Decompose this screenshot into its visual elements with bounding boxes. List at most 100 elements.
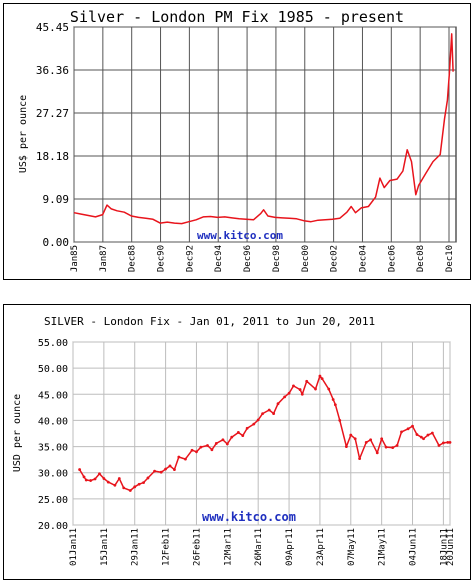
data-point	[241, 434, 245, 437]
data-point	[349, 433, 353, 437]
x-tick-label: Dec90	[157, 245, 167, 272]
x-tick-label: 15Jan11	[100, 528, 110, 566]
plot-area	[72, 341, 451, 526]
watermark: www.kitco.com	[202, 510, 296, 524]
data-point	[93, 477, 97, 481]
data-point	[164, 467, 167, 471]
y-tick-label: 45.45	[36, 21, 69, 34]
data-point	[426, 433, 430, 437]
data-point	[252, 422, 256, 426]
data-point	[437, 444, 441, 447]
data-point	[190, 448, 194, 452]
x-tick-label: 07May11	[347, 528, 357, 566]
plot-area	[73, 26, 457, 243]
data-point	[318, 374, 322, 378]
x-tick-label: Dec88	[128, 245, 138, 272]
data-point	[230, 435, 234, 439]
x-tick-label: 01Jan11	[69, 528, 79, 566]
x-tick-label: Jan85	[70, 245, 80, 272]
data-point	[276, 402, 280, 406]
x-tick-label: Dec96	[243, 245, 253, 272]
long-term-chart: 0.00 9.09 18.18 27.27 36.36 45.45 Jan85 Jan87 De…	[18, 21, 457, 272]
chart-title: Silver - London PM Fix 1985 - present	[69, 8, 405, 26]
data-point	[89, 479, 93, 482]
x-tick-label: Dec92	[185, 245, 195, 272]
chart-title: SILVER - London Fix - Jan 01, 2011 to Ju…	[44, 315, 376, 328]
x-tick-label: 09Apr11	[285, 528, 295, 566]
data-point	[206, 444, 209, 447]
x-tick-label: Dec06	[387, 245, 397, 272]
data-point	[375, 451, 379, 455]
data-point	[168, 464, 172, 468]
data-point	[102, 477, 106, 480]
y-tick-label: 35.00	[38, 443, 68, 454]
data-point	[287, 391, 291, 395]
data-point	[430, 431, 434, 435]
data-point	[320, 377, 324, 380]
x-tick-label: Dec00	[301, 245, 311, 272]
y-tick-label: 55.00	[38, 338, 68, 349]
data-point	[331, 398, 335, 401]
data-point	[133, 485, 137, 489]
data-point	[283, 395, 287, 399]
y-tick-label: 40.00	[38, 416, 68, 427]
price-line	[73, 33, 454, 225]
data-point	[380, 437, 384, 441]
data-point	[292, 384, 295, 388]
y-tick-label: 45.00	[38, 390, 68, 401]
data-point	[122, 486, 126, 490]
x-tick-label: Dec08	[416, 245, 426, 272]
data-point	[210, 448, 214, 452]
data-point	[221, 438, 225, 442]
x-tick-label: Dec98	[272, 245, 282, 272]
data-point	[113, 483, 117, 487]
data-point	[344, 445, 348, 448]
x-tick-label: Jan87	[99, 245, 109, 272]
data-point	[422, 437, 425, 441]
data-point	[214, 442, 218, 445]
data-point	[406, 427, 410, 431]
data-point	[173, 468, 176, 471]
data-point	[272, 412, 276, 416]
data-point	[327, 387, 331, 391]
x-tick-label: 26Feb11	[192, 528, 202, 566]
data-point	[225, 442, 229, 446]
data-point	[98, 472, 101, 476]
data-point	[146, 476, 150, 480]
x-tick-label: Dec10	[445, 245, 455, 272]
data-point	[106, 480, 110, 484]
data-point	[267, 408, 271, 412]
x-tick-label: 26Mar11	[254, 528, 264, 566]
data-point	[305, 379, 309, 383]
data-point	[153, 469, 156, 473]
y-tick-label: 0.00	[43, 236, 70, 249]
watermark: www.kitco.com	[197, 229, 283, 242]
data-point	[441, 441, 445, 445]
data-point	[256, 418, 260, 422]
y-tick-label: 18.18	[36, 150, 69, 163]
data-point	[84, 478, 88, 482]
data-point	[159, 470, 163, 474]
data-point	[245, 426, 249, 430]
data-point	[358, 457, 362, 460]
y-tick-label: 36.36	[36, 64, 69, 77]
data-point	[364, 440, 368, 444]
x-tick-label: 23Apr11	[316, 528, 326, 566]
x-tick-label: 21May11	[378, 528, 388, 566]
data-point	[391, 446, 395, 450]
data-point	[395, 444, 399, 447]
y-axis-label: US$ per ounce	[18, 95, 29, 173]
x-tick-label: 20Jun11	[446, 528, 456, 566]
data-point	[117, 477, 121, 480]
data-point	[184, 457, 187, 461]
data-point	[195, 450, 198, 454]
data-point	[142, 481, 145, 485]
y-tick-label: 25.00	[38, 495, 68, 506]
x-tick-label: Dec94	[214, 245, 224, 272]
ytd-chart-panel: SILVER - London Fix - Jan 01, 2011 to Ju…	[3, 304, 471, 580]
data-point	[137, 482, 141, 486]
y-tick-label: 27.27	[36, 107, 69, 120]
data-point	[369, 438, 373, 442]
data-point	[333, 403, 337, 407]
data-point	[400, 430, 403, 434]
